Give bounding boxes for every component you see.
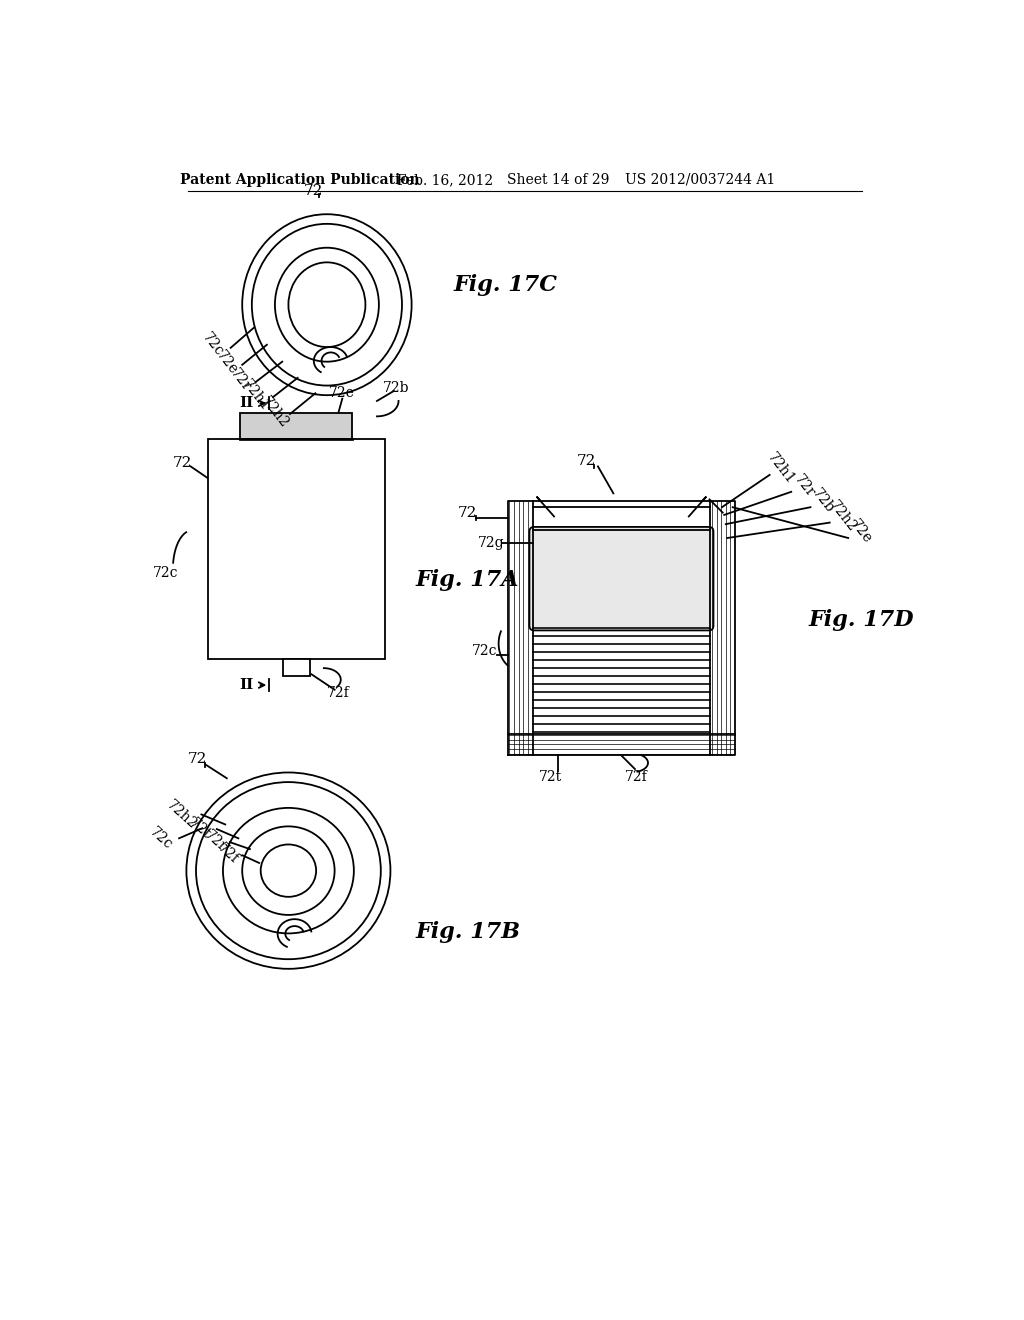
Text: Fig. 17A: Fig. 17A: [416, 569, 519, 591]
Text: 72c: 72c: [472, 644, 498, 659]
Text: 72b: 72b: [383, 381, 410, 395]
Text: 72f: 72f: [327, 686, 350, 700]
Bar: [283, 659, 310, 676]
Text: Feb. 16, 2012: Feb. 16, 2012: [396, 173, 493, 187]
Text: 72f: 72f: [215, 841, 242, 866]
FancyBboxPatch shape: [529, 527, 714, 631]
Text: 72c: 72c: [147, 825, 175, 851]
Text: Patent Application Publication: Patent Application Publication: [180, 173, 420, 187]
Text: 72t: 72t: [539, 770, 562, 784]
Text: 72c: 72c: [200, 330, 226, 359]
Text: 72h1: 72h1: [240, 378, 272, 414]
Text: 72: 72: [303, 183, 323, 198]
Text: 72: 72: [173, 455, 193, 470]
Text: II: II: [239, 678, 253, 692]
Text: 72t: 72t: [186, 816, 213, 841]
Bar: [240, 412, 352, 440]
Text: 72: 72: [187, 752, 207, 766]
Text: 72h1: 72h1: [765, 450, 798, 487]
Text: Fig. 17B: Fig. 17B: [416, 921, 520, 944]
Text: US 2012/0037244 A1: US 2012/0037244 A1: [626, 173, 775, 187]
Text: Fig. 17C: Fig. 17C: [454, 275, 558, 297]
Text: 72c: 72c: [153, 566, 178, 579]
Text: Sheet 14 of 29: Sheet 14 of 29: [507, 173, 609, 187]
Text: 72e: 72e: [213, 348, 241, 378]
Text: 72e: 72e: [330, 387, 355, 400]
Text: 72h2: 72h2: [164, 799, 200, 832]
Text: Fig. 17D: Fig. 17D: [808, 610, 913, 631]
Text: 72h2: 72h2: [826, 498, 859, 535]
Text: 72g: 72g: [477, 536, 504, 550]
Text: 72e: 72e: [847, 517, 874, 546]
Text: II: II: [239, 396, 253, 411]
Text: 72r: 72r: [792, 471, 817, 499]
Bar: [208, 440, 385, 659]
Text: 72: 72: [458, 506, 477, 520]
Text: 72r: 72r: [202, 828, 229, 855]
Text: 72: 72: [577, 454, 596, 469]
Text: 72b: 72b: [810, 486, 838, 516]
Text: 72h2: 72h2: [258, 395, 291, 430]
Text: 72r: 72r: [227, 366, 254, 395]
Text: 72f: 72f: [625, 770, 648, 784]
